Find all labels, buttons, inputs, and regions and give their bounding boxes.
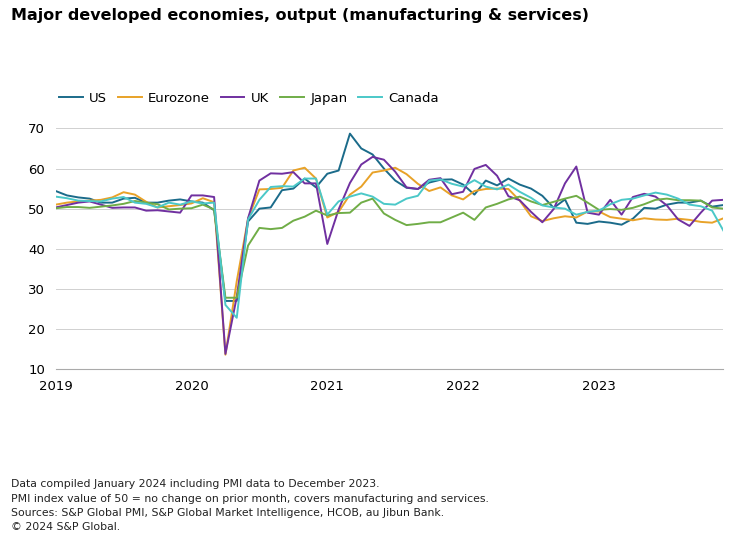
US <box>221 297 230 304</box>
Legend: US, Eurozone, UK, Japan, Canada: US, Eurozone, UK, Japan, Canada <box>59 91 439 105</box>
Japan <box>221 294 230 301</box>
Japan <box>572 193 581 199</box>
Eurozone <box>493 185 502 192</box>
US <box>232 297 241 304</box>
US <box>346 131 355 137</box>
Japan <box>289 217 298 224</box>
Eurozone <box>232 278 241 285</box>
UK <box>51 204 60 211</box>
Text: Data compiled January 2024 including PMI data to December 2023.
PMI index value : Data compiled January 2024 including PMI… <box>11 479 489 532</box>
UK <box>278 171 286 177</box>
Canada <box>278 183 286 189</box>
Canada <box>289 184 298 190</box>
Eurozone <box>221 351 230 358</box>
Canada <box>493 186 502 193</box>
US <box>51 188 60 194</box>
Eurozone <box>278 185 286 191</box>
Canada <box>255 196 264 203</box>
Japan <box>51 205 60 211</box>
UK <box>493 172 502 179</box>
Japan <box>482 204 490 211</box>
Line: Eurozone: Eurozone <box>56 167 723 355</box>
Eurozone <box>51 201 60 208</box>
Japan <box>232 294 241 301</box>
Japan <box>278 225 286 231</box>
Canada <box>719 227 728 234</box>
Eurozone <box>289 167 298 174</box>
UK <box>221 351 230 357</box>
UK <box>232 294 241 300</box>
UK <box>289 169 298 175</box>
Japan <box>165 206 174 212</box>
US <box>278 187 286 193</box>
Eurozone <box>165 203 174 209</box>
Eurozone <box>301 164 309 171</box>
Japan <box>719 205 728 212</box>
Canada <box>301 175 309 182</box>
US <box>255 205 264 212</box>
US <box>719 202 728 208</box>
Text: Major developed economies, output (manufacturing & services): Major developed economies, output (manuf… <box>11 8 589 23</box>
Eurozone <box>719 215 728 221</box>
Canada <box>232 315 241 321</box>
US <box>289 185 298 192</box>
US <box>165 197 174 204</box>
Line: Canada: Canada <box>56 179 723 318</box>
US <box>493 182 502 188</box>
Japan <box>255 225 264 231</box>
Eurozone <box>255 186 264 193</box>
UK <box>255 178 264 184</box>
Line: UK: UK <box>56 157 723 354</box>
Canada <box>165 200 174 206</box>
UK <box>719 196 728 203</box>
Line: US: US <box>56 134 723 301</box>
UK <box>368 154 377 160</box>
Canada <box>51 193 60 200</box>
UK <box>165 208 174 215</box>
Line: Japan: Japan <box>56 196 723 297</box>
Canada <box>221 302 230 308</box>
